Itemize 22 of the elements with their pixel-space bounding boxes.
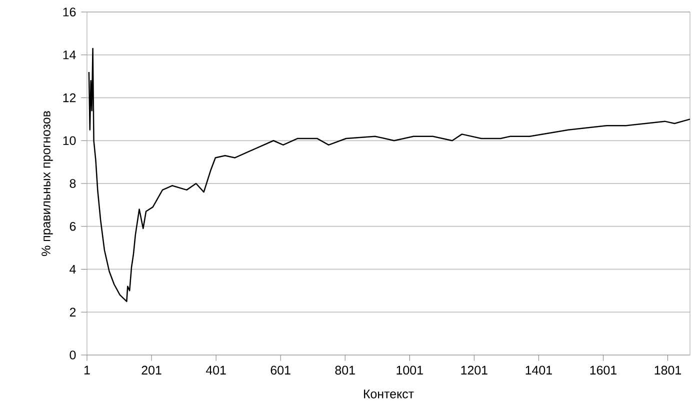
y-tick-label: 8	[70, 179, 76, 188]
x-tick-label: 1001	[396, 366, 423, 375]
x-tick-label: 1401	[526, 366, 552, 375]
y-tick-label: 4	[70, 264, 76, 274]
x-axis-title: Контекст	[364, 390, 414, 398]
x-tick-label: 201	[142, 366, 162, 375]
line-series	[88, 48, 690, 302]
x-tick-label: 801	[335, 366, 355, 375]
x-tick-label: 1801	[654, 366, 681, 375]
y-tick-label: 14	[63, 50, 76, 60]
x-tick-label: 601	[270, 366, 290, 375]
x-tick-label: 401	[206, 366, 226, 375]
y-tick-label: 0	[70, 350, 76, 360]
y-tick-label: 12	[63, 93, 76, 102]
x-tick-label: 1201	[461, 366, 488, 375]
y-tick-label: 6	[70, 222, 76, 231]
y-tick-label: 10	[63, 136, 76, 146]
y-axis-title: % правильных прогнозов	[42, 111, 53, 256]
x-tick-label: 1	[84, 366, 90, 374]
y-tick-label: 16	[63, 8, 76, 16]
x-tick-label: 1601	[590, 366, 616, 375]
y-tick-label: 2	[70, 308, 76, 316]
